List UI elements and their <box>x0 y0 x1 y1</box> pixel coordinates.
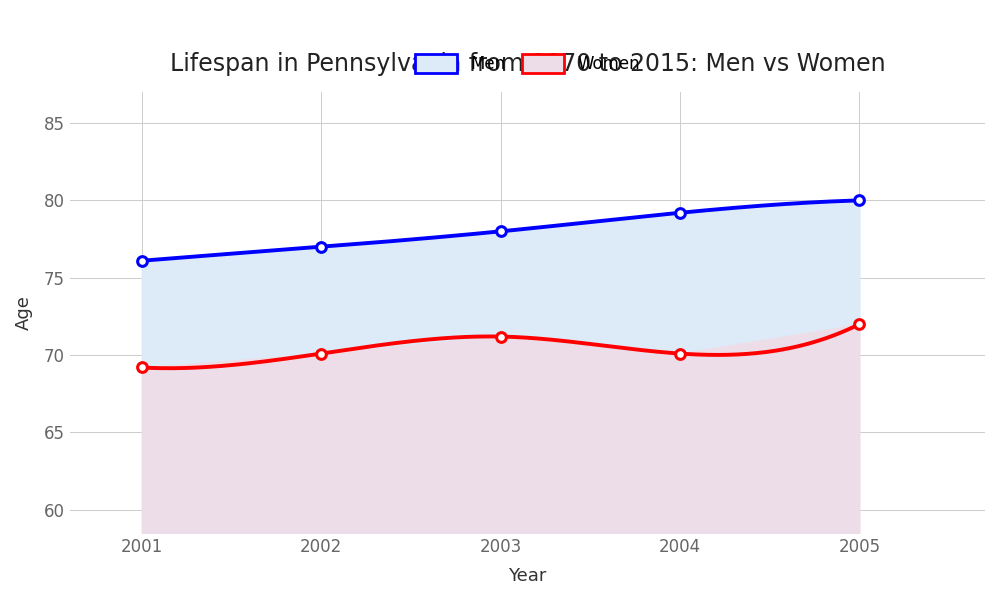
X-axis label: Year: Year <box>508 567 547 585</box>
Legend: Men, Women: Men, Women <box>409 47 646 80</box>
Y-axis label: Age: Age <box>15 295 33 330</box>
Title: Lifespan in Pennsylvania from 1970 to 2015: Men vs Women: Lifespan in Pennsylvania from 1970 to 20… <box>170 52 885 76</box>
